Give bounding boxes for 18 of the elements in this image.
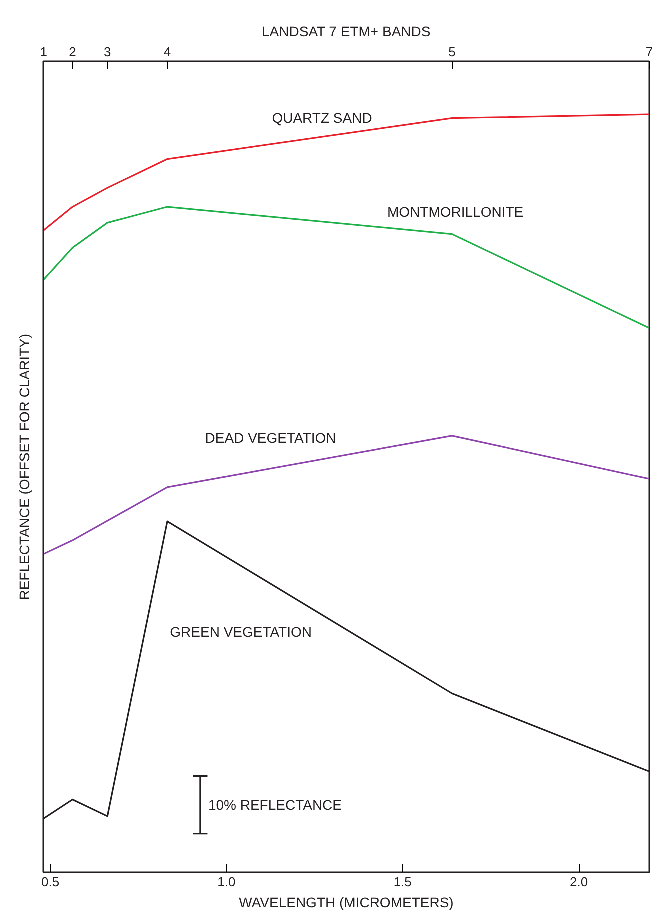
text: 7 (646, 44, 654, 60)
text: 5 (448, 44, 456, 60)
text: 2 (69, 44, 76, 60)
x2-axis-title: LANDSAT 7 ETM+ BANDS (262, 24, 431, 40)
text: 1 (40, 44, 48, 60)
series-label: MONTMORILLONITE (388, 204, 524, 220)
text: 4 (164, 44, 172, 60)
x-tick-label: 2.0 (570, 874, 588, 890)
series-label: GREEN VEGETATION (170, 624, 312, 640)
y-axis-title: REFLECTANCE (OFFSET FOR CLARITY) (16, 334, 32, 600)
x-tick-label: 1.0 (218, 874, 236, 890)
series-label: QUARTZ SAND (272, 110, 372, 126)
x-tick-label: 1.5 (394, 874, 412, 890)
series-label: DEAD VEGETATION (205, 430, 336, 446)
text: 3 (104, 44, 112, 60)
x-tick-label: 0.5 (42, 874, 60, 890)
annotation: 10% REFLECTANCE (208, 797, 342, 814)
x-axis-title: WAVELENGTH (MICROMETERS) (239, 894, 454, 910)
